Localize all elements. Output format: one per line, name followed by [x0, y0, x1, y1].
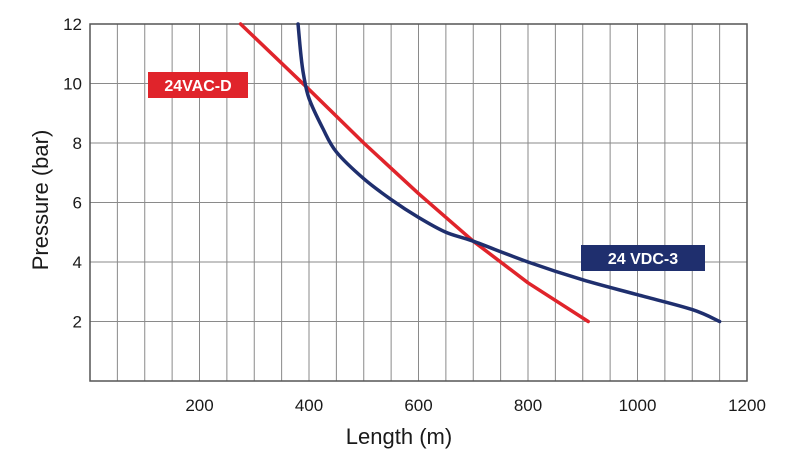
series-line-24vac-d — [238, 22, 590, 324]
legend-label-24vac-d-box — [148, 72, 248, 98]
legend-label-24vac-d: 24VAC-D — [148, 72, 248, 98]
plot-frame — [89, 23, 748, 382]
legend-label-24vdc-3-text: 24 VDC-3 — [608, 251, 678, 268]
y-tick-label-8: 8 — [73, 134, 82, 153]
x-tick-label-600: 600 — [404, 396, 432, 415]
x-tick-label-200: 200 — [185, 396, 213, 415]
legend-label-24vdc-3: 24 VDC-3 — [581, 245, 705, 271]
y-tick-label-4: 4 — [73, 253, 82, 272]
x-axis-title: Length (m) — [346, 424, 452, 449]
y-tick-label-10: 10 — [63, 75, 82, 94]
x-tick-label-1200: 1200 — [728, 396, 766, 415]
legend-label-24vdc-3-box — [581, 245, 705, 271]
y-tick-label-12: 12 — [63, 15, 82, 34]
x-tick-label-400: 400 — [295, 396, 323, 415]
x-tick-labels: 200 400 600 800 1000 1200 — [185, 396, 766, 415]
y-tick-label-6: 6 — [73, 194, 82, 213]
y-tick-label-2: 2 — [73, 313, 82, 332]
y-axis-title: Pressure (bar) — [28, 130, 53, 271]
x-tick-label-1000: 1000 — [619, 396, 657, 415]
legend-label-24vac-d-text: 24VAC-D — [164, 78, 231, 95]
series-line-24vdc-3 — [296, 22, 722, 324]
y-tick-labels: 2 4 6 8 10 12 — [63, 15, 82, 332]
x-tick-label-800: 800 — [514, 396, 542, 415]
series-layer — [238, 22, 722, 324]
